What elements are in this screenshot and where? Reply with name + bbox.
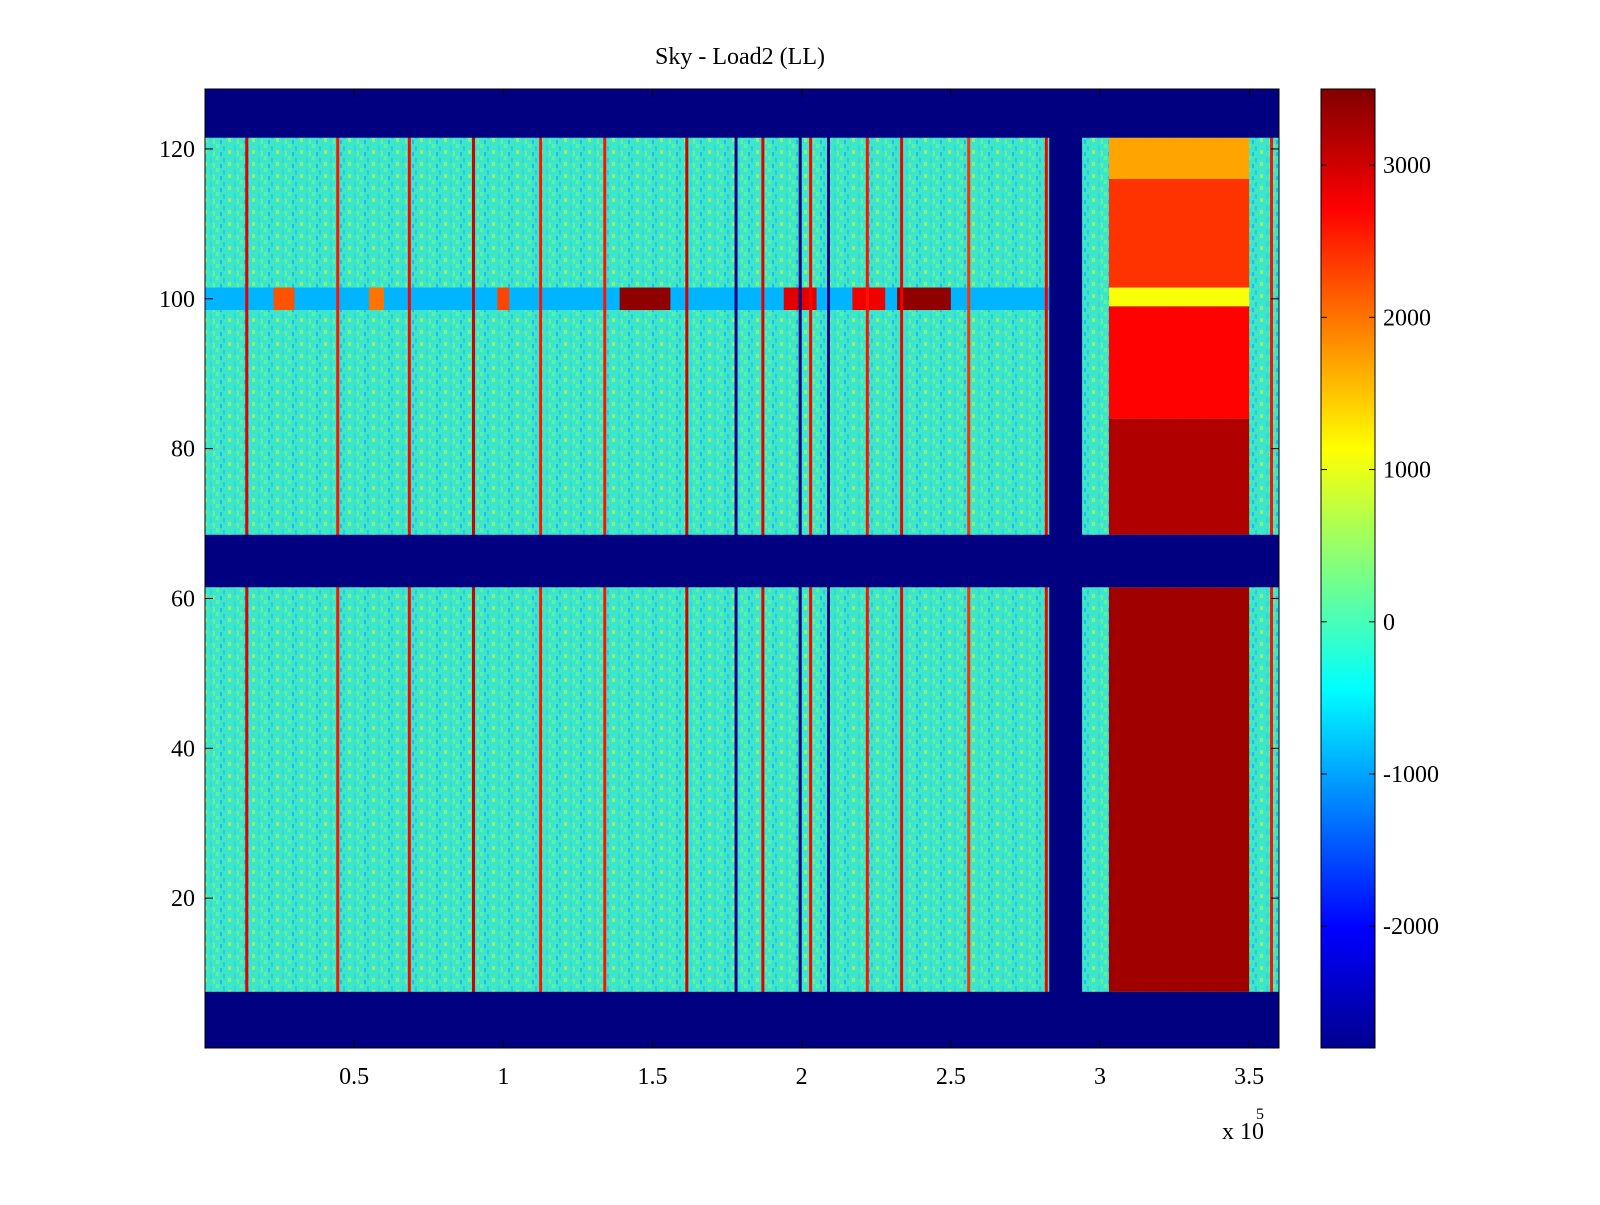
axes: 0.5 1 1.5 2 2.5 3 3.5 20 40 60 80 100 120 bbox=[159, 88, 1280, 1090]
y-tick-label: 120 bbox=[159, 137, 195, 163]
x-tick-label: 2 bbox=[796, 1064, 808, 1090]
heatmap-masked-rows bbox=[205, 89, 1279, 138]
heatmap-row-band-spot bbox=[619, 287, 671, 311]
heatmap-row-band-spot bbox=[897, 287, 951, 311]
x-tick-label: 3.5 bbox=[1234, 1064, 1264, 1090]
colorbar-tick-label: 1000 bbox=[1383, 458, 1431, 484]
plot-frame bbox=[204, 88, 1280, 1049]
colorbar-tick-label: 0 bbox=[1383, 610, 1395, 636]
x-tick-label: 1.5 bbox=[638, 1064, 668, 1090]
heatmap-region bbox=[1108, 178, 1250, 288]
x-exponent-label: x 10 bbox=[1222, 1119, 1264, 1145]
chart-title: Sky - Load2 (LL) bbox=[655, 44, 825, 70]
x-tick-label: 2.5 bbox=[936, 1064, 966, 1090]
heatmap-row-band-spot bbox=[273, 287, 295, 311]
y-tick-label: 20 bbox=[171, 886, 195, 912]
x-tick-label: 1 bbox=[497, 1064, 509, 1090]
colorbar-tick-label: 3000 bbox=[1383, 153, 1431, 179]
y-tick-label: 100 bbox=[159, 287, 195, 313]
colorbar-gradient bbox=[1320, 88, 1376, 1049]
heatmap-region bbox=[1108, 137, 1250, 179]
colorbar-tick-label: 2000 bbox=[1383, 305, 1431, 331]
x-exponent-power: 5 bbox=[1256, 1106, 1264, 1123]
heatmap-row-band-spot bbox=[369, 287, 384, 311]
y-tick-label: 60 bbox=[171, 586, 195, 612]
heatmap-region bbox=[1108, 418, 1250, 535]
heatmap-region bbox=[1108, 587, 1250, 992]
colorbar-tick-label: -1000 bbox=[1383, 762, 1439, 788]
colorbar: 3000 2000 1000 0 -1000 -2000 bbox=[1320, 88, 1439, 1049]
colorbar-tick-label: -2000 bbox=[1383, 914, 1439, 940]
x-tick-label: 0.5 bbox=[339, 1064, 369, 1090]
heatmap-masked-rows bbox=[205, 534, 1279, 588]
heatmap-region bbox=[1108, 287, 1250, 307]
plot-area bbox=[205, 89, 1279, 1048]
y-tick-label: 80 bbox=[171, 437, 195, 463]
y-tick-label: 40 bbox=[171, 736, 195, 762]
x-tick-label: 3 bbox=[1094, 1064, 1106, 1090]
heatmap-masked-rows bbox=[205, 991, 1279, 1048]
heatmap-region bbox=[1108, 306, 1250, 419]
heatmap-row-band-spot bbox=[497, 287, 510, 311]
